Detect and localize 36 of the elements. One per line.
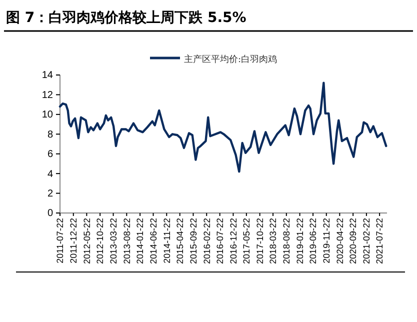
x-tick-label: 2013-03-22 xyxy=(108,218,118,264)
chart-title: 图 7：白羽肉鸡价格较上周下跌 5.5% xyxy=(6,10,246,26)
x-tick-label: 2019-11-22 xyxy=(322,218,332,264)
y-tick-label: 4 xyxy=(47,168,54,180)
x-tick-label: 2020-04-22 xyxy=(334,218,345,264)
x-tick-label: 2015-04-22 xyxy=(175,218,185,264)
y-tick-label: 0 xyxy=(47,208,54,220)
x-tick-label: 2016-12-22 xyxy=(228,218,238,264)
x-tick-label: 2012-10-22 xyxy=(95,218,106,264)
x-tick-label: 2017-05-22 xyxy=(242,218,252,264)
x-tick-label: 2014-11-22 xyxy=(162,218,172,264)
x-tick-label: 2011-07-22 xyxy=(55,218,66,264)
x-tick-label: 2020-09-22 xyxy=(348,218,358,264)
y-tick-label: 12 xyxy=(42,90,54,101)
x-tick-label: 2019-01-22 xyxy=(294,218,305,264)
y-tick-label: 14 xyxy=(42,70,54,82)
x-tick-label: 2016-02-22 xyxy=(202,218,212,264)
x-tick-label: 2014-01-22 xyxy=(135,218,146,264)
x-tick-label: 2018-08-22 xyxy=(282,218,292,264)
y-tick-label: 10 xyxy=(42,110,54,121)
x-tick-label: 2012-05-22 xyxy=(82,218,92,264)
y-tick-label: 2 xyxy=(47,188,54,200)
x-tick-label: 2019-06-22 xyxy=(308,218,318,264)
x-tick-label: 2017-10-22 xyxy=(254,218,265,264)
x-tick-label: 2011-12-22 xyxy=(68,218,79,264)
x-tick-label: 2018-03-22 xyxy=(268,218,278,264)
line-series xyxy=(58,82,388,173)
legend-label: 主产区平均价:白羽肉鸡 xyxy=(184,54,278,65)
y-tick-label: 8 xyxy=(47,129,54,140)
x-tick-label: 2013-08-22 xyxy=(122,218,132,264)
x-tick-label: 2021-02-22 xyxy=(362,218,372,264)
x-tick-label: 2016-07-22 xyxy=(214,218,225,264)
x-tick-label: 2021-07-22 xyxy=(374,218,385,264)
y-tick-label: 6 xyxy=(47,149,54,160)
x-tick-label: 2014-06-22 xyxy=(148,218,158,264)
x-tick-label: 2015-09-22 xyxy=(188,218,198,264)
